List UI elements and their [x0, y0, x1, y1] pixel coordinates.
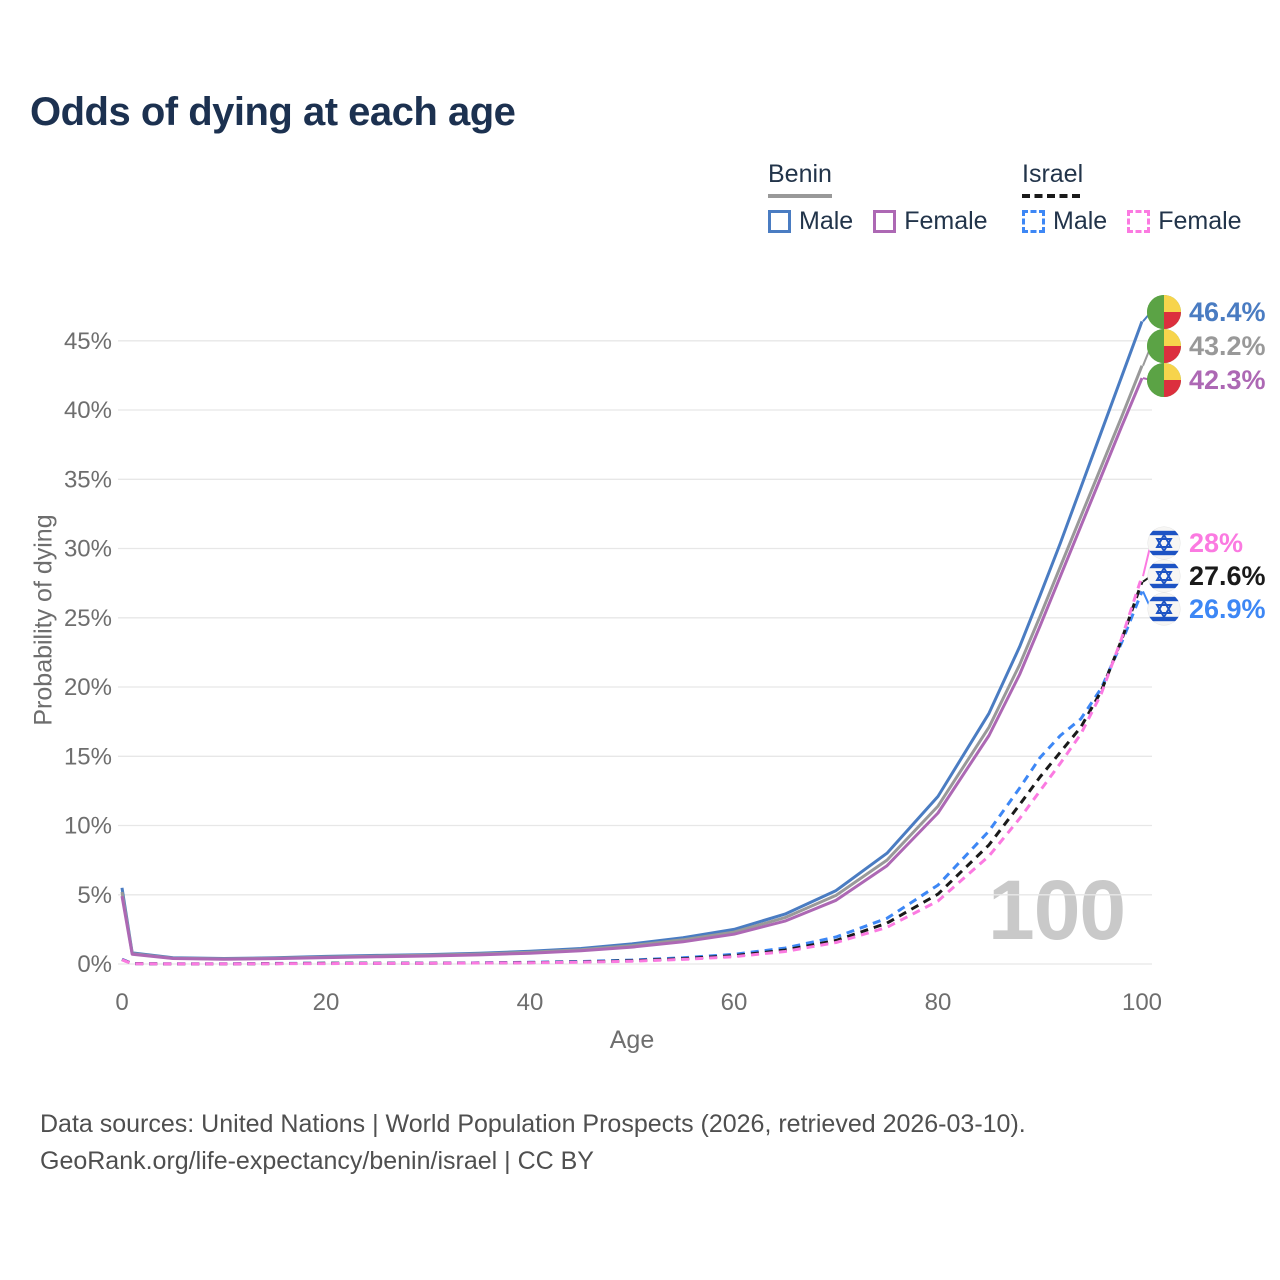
footer-line-2: GeoRank.org/life-expectancy/benin/israel… [40, 1147, 594, 1175]
series-line-israel-male [121, 590, 1144, 966]
end-label-benin-female: 42.3% [1146, 362, 1266, 398]
benin-female-swatch [873, 210, 897, 233]
end-label-value: 43.2% [1189, 330, 1266, 361]
series-line-israel-both-sexes [121, 581, 1144, 966]
legend-country-benin: Benin [768, 160, 832, 188]
x-tick-label: 100 [1122, 989, 1162, 1016]
y-tick-label: 40% [64, 397, 112, 424]
benin-flag-icon [1147, 363, 1181, 397]
series-line-benin-male [120, 320, 1144, 960]
israel-flag-icon [1146, 558, 1182, 594]
end-label-value: 28% [1189, 527, 1244, 558]
y-tick-label: 5% [77, 882, 112, 909]
legend-label-israel-male: Male [1053, 207, 1108, 235]
footer-line-1: Data sources: United Nations | World Pop… [40, 1110, 1026, 1138]
legend-country-israel: Israel [1022, 160, 1084, 188]
x-tick-label: 80 [925, 989, 952, 1016]
end-label-value: 27.6% [1189, 560, 1266, 591]
y-tick-label: 25% [64, 605, 112, 632]
legend-group-israel: Israel Male Female [1022, 160, 1254, 236]
y-tick-label: 30% [64, 536, 112, 563]
legend-group-benin: Benin Male Female [768, 160, 1000, 236]
x-axis-title: Age [609, 1026, 655, 1054]
x-tick-label: 40 [517, 989, 544, 1016]
chart-legend: Benin Male Female Israel Male Female [0, 160, 1280, 250]
series-line-benin-both-sexes [120, 365, 1144, 961]
series-line-benin-female [120, 377, 1144, 961]
israel-male-swatch [1022, 210, 1045, 233]
y-tick-label: 0% [77, 951, 112, 978]
x-tick-label: 0 [115, 989, 128, 1016]
legend-label-israel-female: Female [1158, 207, 1242, 235]
y-tick-label: 15% [64, 743, 112, 770]
israel-flag-icon [1146, 591, 1182, 627]
x-tick-label: 60 [721, 989, 748, 1016]
data-source-footer: Data sources: United Nations | World Pop… [40, 1106, 1026, 1180]
x-tick-label: 20 [313, 989, 340, 1016]
benin-flag-icon [1147, 329, 1181, 363]
series-line-israel-female [121, 575, 1144, 966]
israel-female-swatch [1127, 210, 1151, 233]
y-tick-label: 45% [64, 328, 112, 355]
end-label-value: 46.4% [1189, 296, 1266, 327]
end-label-benin-male: 46.4% [1146, 294, 1266, 330]
y-tick-label: 10% [64, 813, 112, 840]
benin-line-style-swatch [768, 194, 832, 198]
benin-flag-icon [1147, 295, 1181, 329]
end-label-value: 26.9% [1189, 593, 1266, 624]
end-label-israel-female: 28% [1146, 525, 1243, 561]
line-chart: 0% 5% 10% 15% 20% 25% 30% 35% 40% 45% 0 20 40 60 80 100 [64, 311, 1162, 1016]
israel-flag-icon [1146, 525, 1182, 561]
end-label-israel-total: 27.6% [1146, 558, 1266, 594]
benin-male-swatch [768, 210, 791, 233]
y-tick-label: 20% [64, 674, 112, 701]
legend-label-benin-male: Male [799, 207, 854, 235]
end-label-benin-total: 43.2% [1146, 328, 1266, 364]
y-tick-label: 35% [64, 466, 112, 493]
end-label-israel-male: 26.9% [1146, 591, 1266, 627]
legend-label-benin-female: Female [904, 207, 988, 235]
end-label-value: 42.3% [1189, 364, 1266, 395]
page-title: Odds of dying at each age [30, 90, 516, 134]
israel-line-style-swatch [1022, 194, 1080, 198]
age-watermark: 100 [988, 863, 1126, 957]
